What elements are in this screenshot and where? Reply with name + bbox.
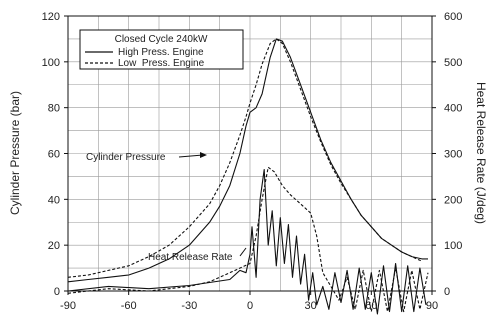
ticks-layer: -90 -60 -30 0 30 60 90 0 20 40 60 80 100 120 0 100 200 30… xyxy=(42,11,463,312)
x-tick-label: 0 xyxy=(247,300,253,312)
x-tick-label: -90 xyxy=(60,300,76,312)
y-left-tick-label: 40 xyxy=(48,194,60,206)
annotation-cylinder-pressure-arrow xyxy=(178,154,204,158)
series-line-cylinder-pressure-low-press-engine xyxy=(67,38,423,278)
annotation-heat-release-rate: Heat Release Rate xyxy=(148,252,233,263)
x-tick-label: 90 xyxy=(426,300,438,312)
y-left-tick-label: 60 xyxy=(48,149,60,161)
series-layer xyxy=(67,38,429,315)
legend-box xyxy=(79,29,244,70)
x-tick-label: -30 xyxy=(181,300,197,312)
series-line-heat-release-rate-high-press-engine xyxy=(67,168,427,315)
x-tick-label: 30 xyxy=(305,300,317,312)
y-left-tick-label: 100 xyxy=(42,57,60,69)
legend-title: Closed Cycle 240kW xyxy=(115,34,208,45)
y-left-tick-label: 120 xyxy=(42,11,60,23)
y-left-tick-label: 20 xyxy=(48,240,60,252)
x-tick-label: 60 xyxy=(365,300,377,312)
legend-label-low-press: Low Press. Engine xyxy=(118,58,205,69)
y-right-tick-label: 0 xyxy=(444,286,450,298)
legend: Closed Cycle 240kW High Press. Engine Lo… xyxy=(79,29,244,70)
annotation-cylinder-pressure-arrowhead xyxy=(200,152,207,158)
y-right-tick-label: 500 xyxy=(444,57,462,69)
y-right-tick-label: 300 xyxy=(444,149,462,161)
series-line-heat-release-rate-low-press-engine xyxy=(67,166,429,313)
annotation-heat-release-rate-arrow xyxy=(239,247,247,257)
y-left-tick-label: 0 xyxy=(54,286,60,298)
y-right-tick-label: 100 xyxy=(444,240,462,252)
y-right-tick-label: 400 xyxy=(444,103,462,115)
legend-label-high-press: High Press. Engine xyxy=(118,47,204,58)
y-right-axis-title: Heat Release Rate (J/deg) xyxy=(474,82,486,224)
annotation-cylinder-pressure: Cylinder Pressure xyxy=(86,152,166,163)
y-left-tick-label: 80 xyxy=(48,103,60,115)
y-left-axis-title: Cylinder Pressure (bar) xyxy=(8,91,22,215)
y-right-tick-label: 600 xyxy=(444,11,462,23)
x-tick-label: -60 xyxy=(121,300,137,312)
y-right-tick-label: 200 xyxy=(444,194,462,206)
